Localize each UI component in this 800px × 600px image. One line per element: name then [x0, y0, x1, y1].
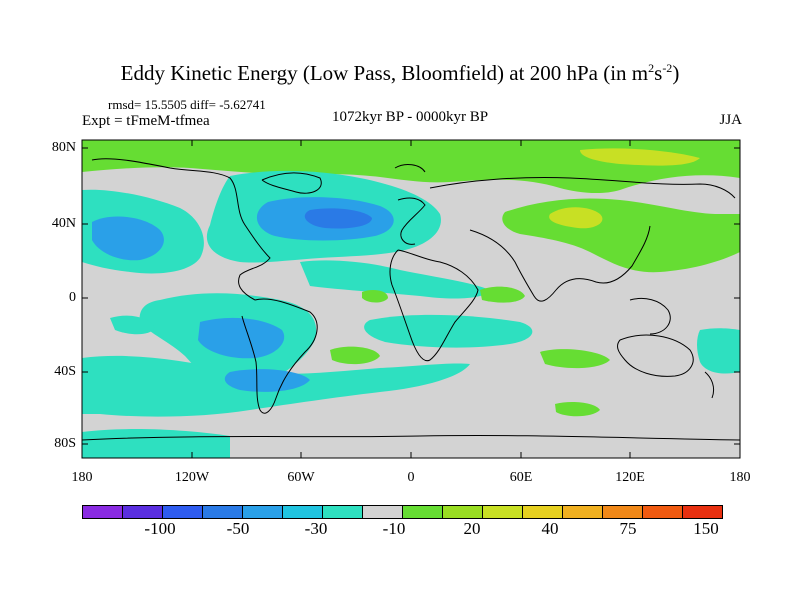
map-plot-area	[82, 140, 740, 458]
colorbar-label: -10	[382, 519, 406, 538]
colorbar-swatch	[243, 506, 283, 518]
north-pacific-deep-blue	[92, 216, 164, 261]
colorbar-swatch	[283, 506, 323, 518]
colorbar-swatch	[203, 506, 243, 518]
rmsd-diff-stats: rmsd= 15.5505 diff= -5.62741	[108, 97, 266, 112]
tropical-cyan-band	[300, 260, 490, 299]
colorbar-label: 150	[693, 519, 719, 538]
antarctic-cyan	[82, 429, 230, 458]
colorbar-swatch	[163, 506, 203, 518]
period-label: 1072kyr BP - 0000kyr BP	[331, 109, 489, 125]
colorbar-label: -30	[304, 519, 328, 538]
y-label-80s: 80S	[54, 436, 76, 451]
x-label-60w: 60W	[287, 470, 315, 485]
x-label-180-left: 180	[71, 470, 93, 485]
colorbar-swatch	[643, 506, 683, 518]
x-label-0: 0	[407, 470, 415, 485]
colorbar-label: -100	[144, 519, 176, 538]
australia-green-spot	[555, 402, 600, 417]
equatorial-green-spot	[362, 290, 388, 303]
arctic-yellow-region	[580, 148, 700, 166]
x-label-120w: 120W	[174, 470, 210, 485]
x-label-180-right: 180	[729, 470, 751, 485]
y-label-0: 0	[69, 290, 76, 305]
season-label: JJA	[719, 112, 742, 128]
colorbar-swatch	[363, 506, 403, 518]
colorbar-swatch	[523, 506, 563, 518]
colorbar-label: 20	[463, 519, 481, 538]
southeast-pacific-cyan	[110, 315, 155, 335]
south-atlantic-green	[330, 346, 380, 365]
east-pacific-cyan	[697, 328, 740, 374]
colorbar-swatch	[123, 506, 163, 518]
x-label-60e: 60E	[509, 470, 533, 485]
asia-yellow-region	[549, 207, 603, 229]
colorbar-label: 75	[619, 519, 637, 538]
southern-ocean-blue	[224, 369, 310, 392]
axis-ticks	[81, 140, 741, 458]
y-label-80n: 80N	[51, 140, 76, 155]
colorbar-swatch	[323, 506, 363, 518]
coastlines	[82, 158, 740, 441]
colorbar-swatch	[603, 506, 643, 518]
y-label-40n: 40N	[51, 216, 76, 231]
colorbar	[82, 505, 723, 519]
x-label-120e: 120E	[615, 470, 645, 485]
colorbar-swatch	[483, 506, 523, 518]
colorbar-swatch	[683, 506, 722, 518]
colorbar-swatch	[403, 506, 443, 518]
colorbar-label: -50	[226, 519, 250, 538]
map-title: Eddy Kinetic Energy (Low Pass, Bloomfiel…	[120, 61, 680, 85]
north-atlantic-deep-blue	[304, 208, 372, 229]
colorbar-swatch	[83, 506, 123, 518]
south-indian-green	[540, 349, 610, 369]
arabian-green-spot	[480, 286, 525, 303]
experiment-label: Expt = tFmeM-tfmea	[82, 113, 210, 129]
colorbar-label: 40	[541, 519, 559, 538]
south-america-mid-blue	[198, 317, 285, 359]
y-label-40s: 40S	[54, 364, 76, 379]
colorbar-swatch	[563, 506, 603, 518]
arctic-green-band	[82, 140, 740, 194]
colorbar-swatch	[443, 506, 483, 518]
